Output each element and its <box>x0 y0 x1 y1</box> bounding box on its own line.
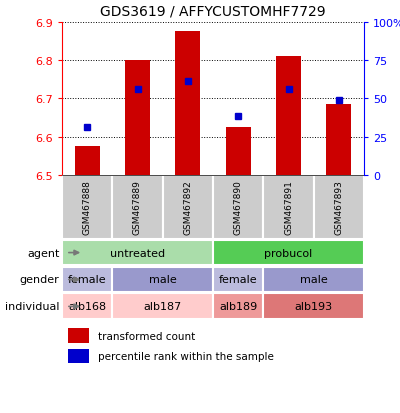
Text: male: male <box>149 275 176 285</box>
Bar <box>276 57 301 176</box>
Bar <box>163 176 213 240</box>
Bar <box>213 267 263 293</box>
Text: GSM467888: GSM467888 <box>83 180 92 235</box>
Bar <box>112 176 163 240</box>
Bar <box>263 176 314 240</box>
Bar <box>263 267 364 293</box>
Text: GSM467889: GSM467889 <box>133 180 142 235</box>
Bar <box>62 294 112 320</box>
Text: individual: individual <box>5 301 60 312</box>
Text: transformed count: transformed count <box>98 331 196 341</box>
Bar <box>175 32 200 176</box>
Text: percentile rank within the sample: percentile rank within the sample <box>98 351 274 361</box>
Bar <box>62 240 213 266</box>
Text: male: male <box>300 275 328 285</box>
Text: GSM467891: GSM467891 <box>284 180 293 235</box>
Bar <box>213 294 263 320</box>
Bar <box>62 176 112 240</box>
Text: GSM467893: GSM467893 <box>334 180 343 235</box>
Bar <box>112 294 213 320</box>
Text: female: female <box>68 275 106 285</box>
Bar <box>326 105 352 176</box>
Bar <box>314 176 364 240</box>
Bar <box>74 147 100 176</box>
Bar <box>213 240 364 266</box>
Bar <box>226 128 251 176</box>
Text: alb187: alb187 <box>144 301 182 312</box>
Text: alb193: alb193 <box>295 301 333 312</box>
Bar <box>68 328 89 343</box>
Bar <box>125 61 150 176</box>
Text: GSM467892: GSM467892 <box>183 180 192 235</box>
Text: agent: agent <box>27 248 60 258</box>
Bar <box>68 349 89 363</box>
Text: probucol: probucol <box>264 248 313 258</box>
Bar <box>112 267 213 293</box>
Text: alb189: alb189 <box>219 301 257 312</box>
Text: alb168: alb168 <box>68 301 106 312</box>
Text: gender: gender <box>20 275 60 285</box>
Title: GDS3619 / AFFYCUSTOMHF7729: GDS3619 / AFFYCUSTOMHF7729 <box>100 5 326 19</box>
Text: female: female <box>219 275 258 285</box>
Bar <box>213 176 263 240</box>
Bar <box>263 294 364 320</box>
Bar <box>62 267 112 293</box>
Text: GSM467890: GSM467890 <box>234 180 243 235</box>
Text: untreated: untreated <box>110 248 165 258</box>
